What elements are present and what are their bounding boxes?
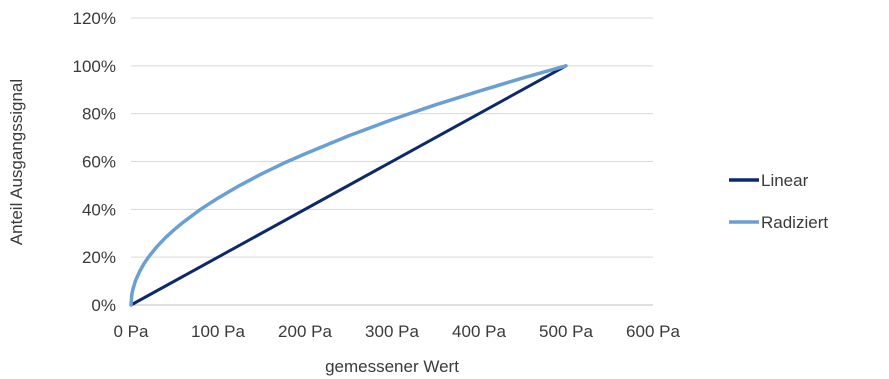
legend-item-radiziert: Radiziert <box>729 213 828 232</box>
x-axis-title: gemessener Wert <box>325 357 459 376</box>
y-tick-label: 120% <box>73 9 116 28</box>
legend: Linear Radiziert <box>729 171 828 232</box>
x-tick-label: 400 Pa <box>452 322 506 341</box>
y-tick-label: 0% <box>91 296 116 315</box>
x-axis-ticks: 0 Pa 100 Pa 200 Pa 300 Pa 400 Pa 500 Pa 600 Pa <box>114 322 681 341</box>
y-tick-label: 20% <box>82 248 116 267</box>
y-tick-label: 100% <box>73 57 116 76</box>
x-tick-label: 100 Pa <box>191 322 245 341</box>
legend-label: Radiziert <box>761 213 828 232</box>
x-tick-label: 200 Pa <box>278 322 332 341</box>
x-tick-label: 300 Pa <box>365 322 419 341</box>
y-axis-ticks: 0% 20% 40% 60% 80% 100% 120% <box>73 9 116 315</box>
y-tick-label: 40% <box>82 200 116 219</box>
x-tick-label: 500 Pa <box>539 322 593 341</box>
y-tick-label: 60% <box>82 153 116 172</box>
x-tick-label: 600 Pa <box>626 322 680 341</box>
plot-area <box>129 64 568 307</box>
series-line-linear <box>129 64 568 307</box>
legend-item-linear: Linear <box>729 171 809 190</box>
legend-label: Linear <box>761 171 809 190</box>
x-tick-label: 0 Pa <box>114 322 150 341</box>
series-line-radiziert <box>129 64 568 307</box>
y-axis-title: Anteil Ausgangssignal <box>7 79 26 245</box>
y-tick-label: 80% <box>82 105 116 124</box>
